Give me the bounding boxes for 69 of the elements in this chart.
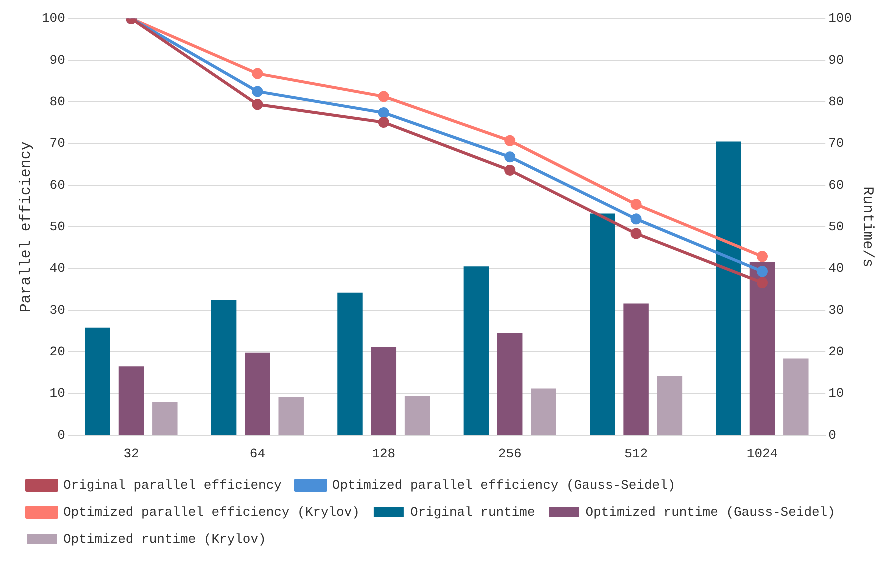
- y2-tick-label: 60: [828, 178, 844, 193]
- y2-tick-label: 100: [828, 11, 852, 26]
- point: [630, 214, 642, 225]
- y-tick-label: 70: [50, 136, 66, 152]
- x-tick-label: 128: [372, 446, 396, 462]
- y2-tick-label: 10: [828, 386, 844, 402]
- point: [630, 228, 642, 240]
- point: [378, 91, 390, 102]
- bar: [531, 388, 556, 436]
- legend-label: Optimized runtime (Gauss-Seidel): [586, 504, 836, 520]
- legend-label: Optimized parallel efficiency (Krylov): [64, 504, 360, 520]
- bar: [464, 266, 490, 436]
- bar: [590, 214, 616, 436]
- x-tick-label: 1024: [746, 446, 778, 462]
- point: [504, 152, 516, 163]
- y-tick-label: 20: [50, 344, 66, 360]
- y-tick-label: 0: [58, 428, 66, 443]
- y-tick-label: 60: [50, 178, 66, 193]
- bar: [657, 376, 683, 436]
- point: [252, 68, 264, 80]
- legend-label: Original parallel efficiency: [64, 478, 282, 493]
- point: [504, 164, 516, 176]
- point: [378, 117, 390, 128]
- y2-tick-label: 80: [828, 94, 844, 110]
- legend-label: Optimized runtime (Krylov): [64, 532, 266, 547]
- bar: [371, 347, 397, 436]
- y2-tick-label: 70: [828, 136, 844, 152]
- bar: [716, 142, 742, 436]
- point: [756, 277, 768, 288]
- y2-tick-label: 90: [828, 52, 844, 68]
- y2-tick-label: 30: [828, 302, 844, 318]
- y-tick-label: 50: [50, 220, 66, 235]
- x-tick-label: 64: [250, 446, 266, 462]
- bar: [211, 300, 237, 436]
- bar: [278, 397, 304, 436]
- y2-tick-label: 40: [828, 261, 844, 276]
- x-tick-label: 32: [124, 446, 140, 462]
- y-axis-title: Parallel efficiency: [18, 142, 35, 313]
- y-tick-label: 100: [42, 11, 66, 26]
- bar: [245, 352, 270, 436]
- bar: [750, 262, 776, 436]
- y-tick-label: 40: [50, 261, 66, 276]
- point: [252, 99, 264, 110]
- point: [630, 199, 642, 210]
- bar: [152, 402, 178, 436]
- bar: [404, 396, 430, 436]
- bar: [784, 358, 809, 436]
- y-tick-label: 90: [50, 52, 66, 68]
- point: [252, 86, 264, 98]
- point: [756, 266, 768, 278]
- point: [756, 251, 768, 262]
- y2-tick-label: 20: [828, 344, 844, 360]
- y-tick-label: 30: [50, 302, 66, 318]
- y2-tick-label: 50: [828, 220, 844, 235]
- bar: [85, 328, 110, 436]
- point: [378, 107, 390, 118]
- legend-label: Optimized parallel efficiency (Gauss-Seidel): [332, 478, 676, 493]
- bar: [624, 304, 649, 436]
- bar: [118, 366, 144, 436]
- y-tick-label: 10: [50, 386, 66, 402]
- legend-label: Original runtime: [410, 504, 536, 520]
- bar: [497, 333, 523, 436]
- y2-axis-title: Runtime/s: [859, 186, 876, 268]
- x-tick-label: 512: [624, 446, 648, 462]
- bar: [338, 292, 363, 436]
- x-tick-label: 256: [498, 446, 522, 462]
- point: [504, 135, 516, 146]
- y2-tick-label: 0: [828, 428, 836, 443]
- y-tick-label: 80: [50, 94, 66, 110]
